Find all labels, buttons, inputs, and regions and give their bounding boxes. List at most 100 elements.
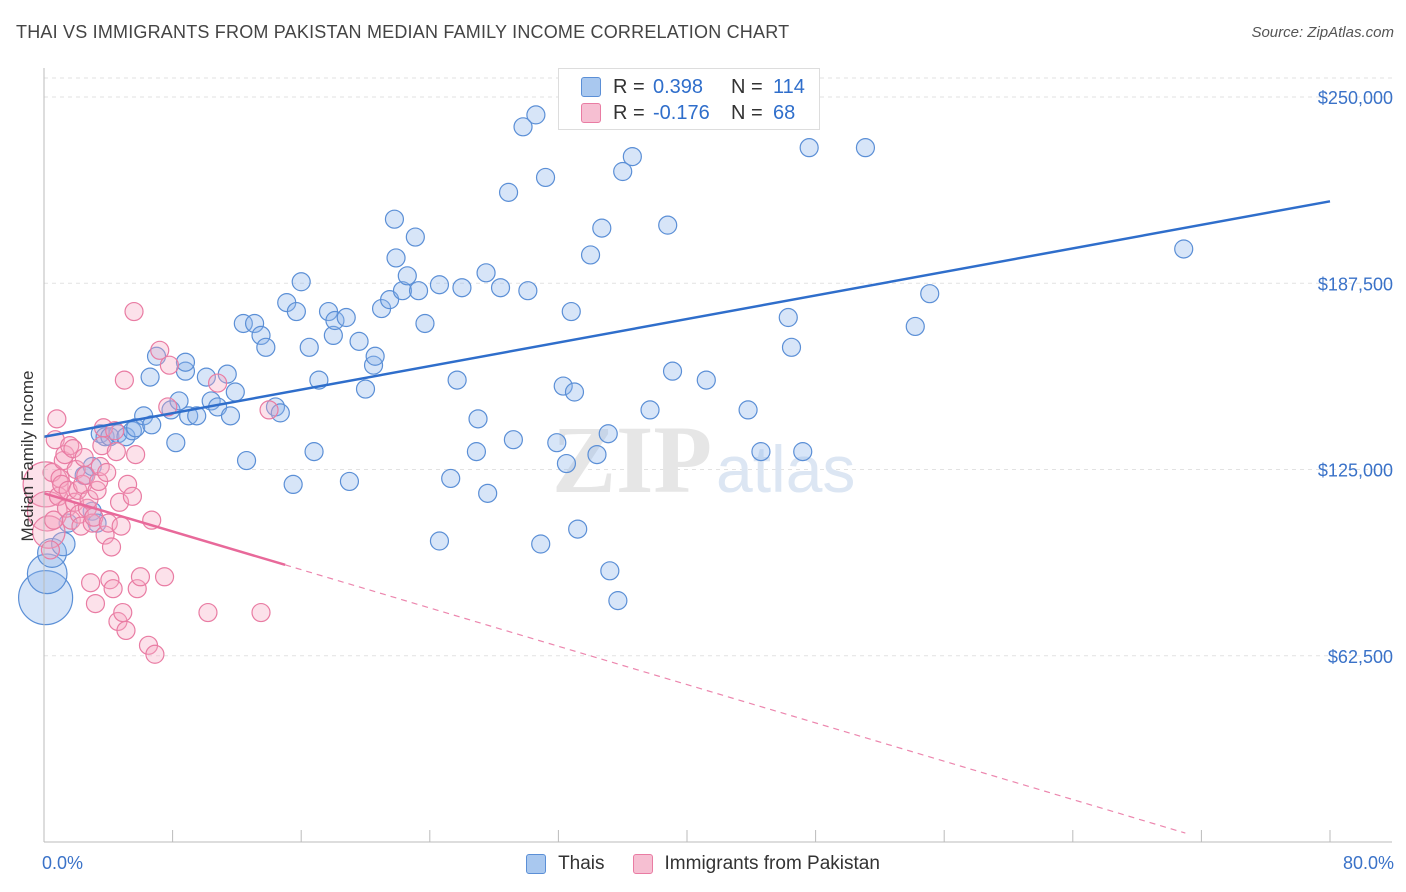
legend-swatch-thais [581,77,601,97]
legend-label-thais: Thais [558,853,605,874]
data-point-thais [468,409,488,429]
data-point-thais [299,337,319,357]
data-point-thais [568,519,588,539]
data-point-thais [339,471,360,492]
n-value: 68 [773,101,796,124]
series-pakistan-points [22,301,279,664]
data-point-thais [547,433,567,453]
data-point-thais [535,167,556,188]
data-point-thais [18,570,74,626]
data-point-thais [251,325,271,345]
data-point-pakistan [113,602,133,623]
legend-row-thais: R = 0.398 N = 114 [581,74,805,100]
data-point-pakistan [40,540,61,560]
data-point-pakistan [81,573,101,593]
data-point-thais [405,227,425,247]
data-point-thais [225,382,245,402]
n-value: 114 [773,75,805,98]
legend-swatch-pakistan [632,854,653,874]
legend-label-pakistan: Immigrants from Pakistan [664,853,880,874]
data-point-thais [140,367,160,387]
data-point-thais [781,337,802,357]
data-point-pakistan [154,567,175,587]
data-point-thais [304,442,324,462]
data-point-thais [349,331,369,351]
data-point-thais [531,534,551,554]
trend-line-thais [43,200,1331,438]
data-point-thais [498,182,519,202]
data-point-pakistan [106,442,126,462]
r-value: -0.176 [653,101,710,124]
data-point-thais [175,352,196,372]
data-point-thais [220,406,241,426]
data-point-thais [556,453,577,474]
data-point-thais [26,553,68,595]
series-legend: Thais Immigrants from Pakistan [0,851,1406,877]
data-point-thais [1174,239,1194,259]
chart-title: THAI VS IMMIGRANTS FROM PAKISTAN MEDIAN … [16,22,790,42]
data-point-pakistan [127,579,147,599]
data-point-thais [513,117,533,137]
data-point-thais [598,424,618,444]
data-point-pakistan [198,602,218,623]
series-thais-points [18,105,1194,626]
data-point-thais [196,367,216,387]
watermark-atlas: atlas [716,432,855,506]
data-point-pakistan [159,355,179,375]
data-point-thais [580,245,601,265]
data-point-thais [799,138,819,158]
data-point-pakistan [208,373,228,393]
data-point-thais [662,361,683,381]
data-point-thais [166,433,186,453]
data-point-thais [778,307,798,328]
data-point-thais [622,147,642,167]
data-point-thais [392,281,413,301]
data-point-thais [447,370,467,390]
data-point-thais [640,400,660,420]
data-point-thais [561,301,581,322]
data-point-thais [325,310,345,331]
data-point-thais [905,316,925,337]
data-point-pakistan [259,400,279,420]
data-point-thais [855,138,876,158]
data-point-thais [355,379,376,399]
data-point-pakistan [126,445,146,465]
data-point-thais [291,272,311,292]
y-tick-labels: $62,500 $125,000 $187,500 $250,000 [1318,88,1393,667]
data-point-pakistan [251,602,271,623]
axes [43,68,1392,843]
data-point-thais [256,337,276,357]
legend-row-pakistan: R = -0.176 N = 68 [581,100,795,126]
data-point-pakistan [97,462,117,483]
n-label: N = [731,75,763,98]
data-point-pakistan [130,567,151,587]
data-point-pakistan [74,447,94,468]
data-point-thais [415,313,435,334]
data-point-thais [283,474,303,494]
data-point-thais [518,281,538,301]
legend-item-thais[interactable]: Thais [526,853,605,875]
x-max-label: 80.0% [1342,853,1394,873]
watermark-zip: ZIP [552,406,712,513]
data-point-pakistan [116,620,136,641]
data-point-pakistan [101,537,122,557]
legend-item-pakistan[interactable]: Immigrants from Pakistan [632,853,880,875]
data-point-thais [386,248,406,268]
y-tick-label: $250,000 [1318,88,1393,108]
y-tick-label: $62,500 [1328,647,1393,667]
data-point-thais [286,301,306,322]
data-point-thais [384,209,405,229]
trend-extension-pakistan [284,564,1186,834]
trend-line-pakistan [43,492,286,567]
r-label: R = [613,101,645,124]
data-point-thais [696,370,716,390]
data-point-thais [526,105,546,125]
data-point-thais [490,278,511,298]
data-point-thais [233,313,253,334]
data-point-thais [751,442,771,462]
data-point-pakistan [124,301,144,322]
data-point-thais [441,468,461,489]
correlation-legend: R = 0.398 N = 114 R = -0.176 N = 68 [558,68,820,130]
data-point-thais [397,266,417,286]
data-point-thais [50,531,76,557]
